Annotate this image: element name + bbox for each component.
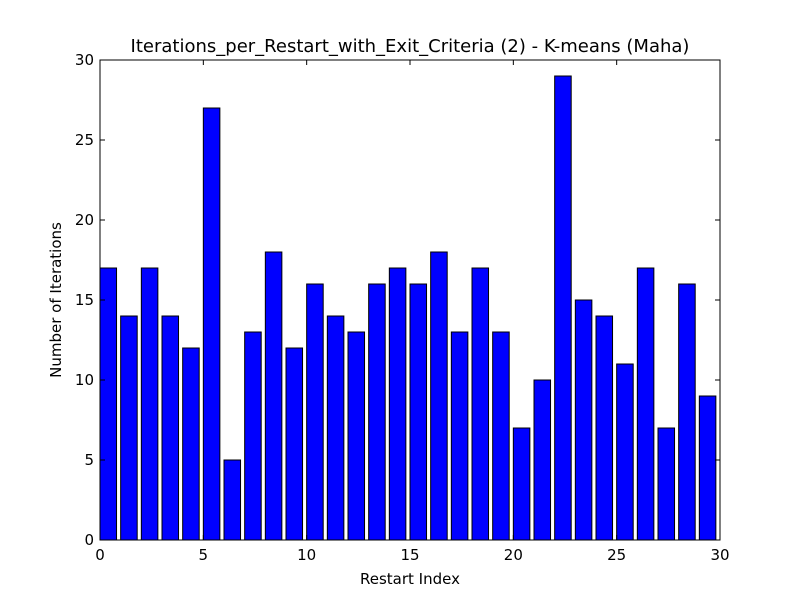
bar-6	[223, 459, 242, 541]
bar-12	[347, 331, 366, 541]
bar-1	[120, 315, 138, 541]
bar-3	[161, 315, 180, 541]
bar-5	[202, 107, 221, 541]
bar-28	[678, 283, 696, 541]
bar-10	[306, 283, 324, 541]
bar-13	[368, 283, 386, 541]
bar-17	[450, 331, 469, 541]
bar-25	[616, 363, 634, 541]
x-tick-label-0: 0	[95, 546, 105, 564]
x-tick-label-5: 5	[199, 546, 209, 564]
y-tick-label-20: 20	[75, 211, 94, 229]
y-tick-label-30: 30	[75, 51, 94, 69]
plot-frame	[99, 59, 721, 541]
bar-19	[492, 331, 510, 541]
bar-9	[285, 347, 304, 541]
bar-14	[388, 267, 407, 541]
bar-2	[140, 267, 159, 541]
bar-26	[636, 267, 655, 541]
y-tick-label-0: 0	[84, 531, 94, 549]
y-tick-label-25: 25	[75, 131, 94, 149]
bars-group	[99, 75, 717, 541]
bar-8	[264, 251, 283, 541]
y-tick-label-10: 10	[75, 371, 94, 389]
chart-title: Iterations_per_Restart_with_Exit_Criteri…	[131, 36, 690, 57]
bar-20	[512, 427, 531, 541]
x-tick-label-10: 10	[297, 546, 316, 564]
x-tick-label-15: 15	[400, 546, 419, 564]
ticks-group: 0 5 10 15 20 25 30 0 5 10 15 20 25 30	[75, 51, 730, 564]
bar-22	[554, 75, 572, 541]
bar-16	[430, 251, 448, 541]
bar-24	[595, 315, 614, 541]
bar-4	[182, 347, 200, 541]
y-axis-label: Number of Iterations	[47, 222, 65, 378]
y-tick-label-5: 5	[84, 451, 94, 469]
bar-0	[99, 267, 118, 541]
bar-18	[471, 267, 490, 541]
x-tick-label-25: 25	[607, 546, 626, 564]
x-tick-label-30: 30	[710, 546, 729, 564]
y-tick-label-15: 15	[75, 291, 94, 309]
x-axis-label: Restart Index	[360, 570, 460, 588]
bar-23	[574, 299, 593, 541]
bar-29	[698, 395, 717, 541]
bar-27	[657, 427, 676, 541]
bar-11	[326, 315, 345, 541]
bar-7	[244, 331, 262, 541]
bar-21	[533, 379, 552, 541]
x-tick-label-20: 20	[504, 546, 523, 564]
bar-15	[409, 283, 428, 541]
